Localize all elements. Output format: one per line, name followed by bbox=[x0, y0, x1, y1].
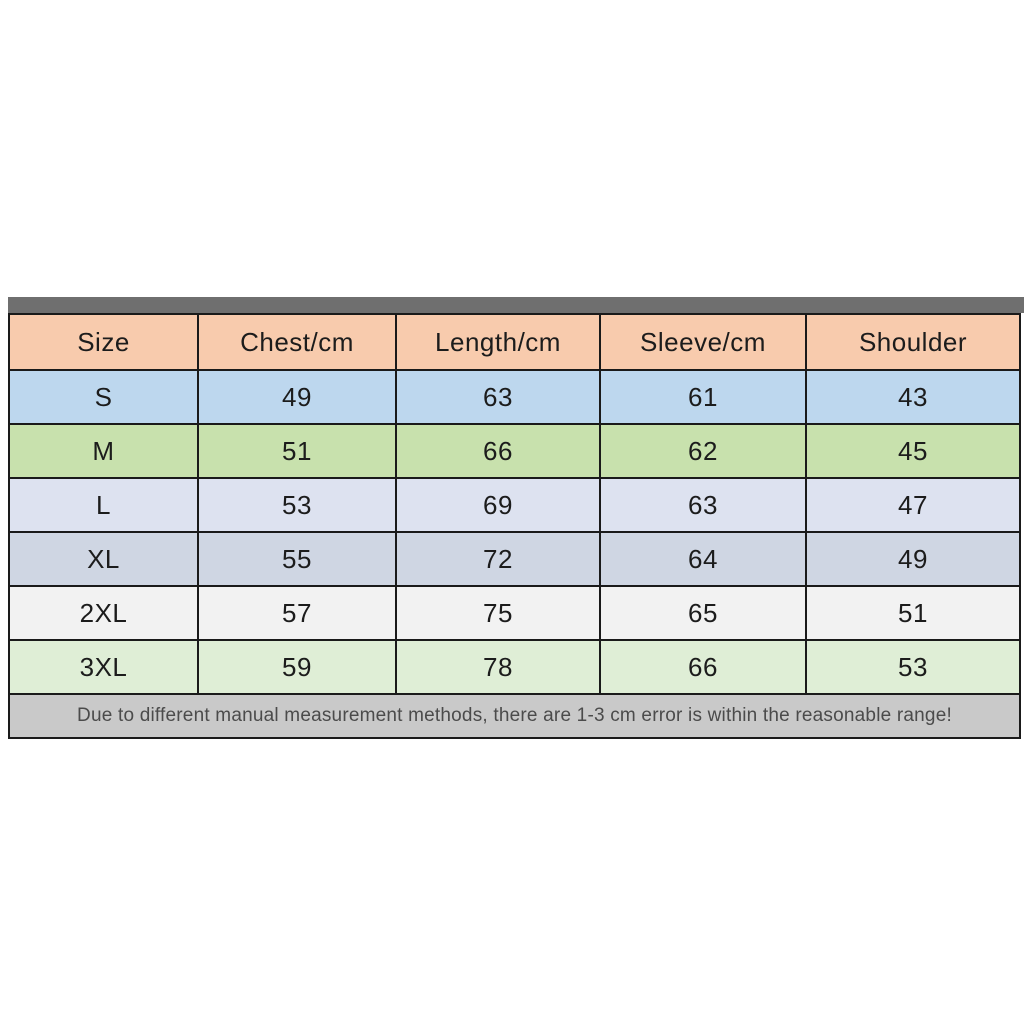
sleeve-cell: 61 bbox=[599, 369, 807, 425]
size-cell: S bbox=[8, 369, 199, 425]
length-cell: 72 bbox=[395, 531, 601, 587]
chest-cell: 55 bbox=[197, 531, 397, 587]
sleeve-cell: 63 bbox=[599, 477, 807, 533]
shoulder-cell: 53 bbox=[805, 639, 1021, 695]
sleeve-cell: 62 bbox=[599, 423, 807, 479]
shoulder-cell: 45 bbox=[805, 423, 1021, 479]
table-row-2xl: 2XL 57 75 65 51 bbox=[8, 585, 1021, 641]
length-cell: 75 bbox=[395, 585, 601, 641]
column-header-chest: Chest/cm bbox=[197, 313, 397, 371]
length-cell: 78 bbox=[395, 639, 601, 695]
size-cell: 3XL bbox=[8, 639, 199, 695]
size-cell: M bbox=[8, 423, 199, 479]
length-cell: 63 bbox=[395, 369, 601, 425]
chest-cell: 53 bbox=[197, 477, 397, 533]
top-divider-bar bbox=[8, 297, 1024, 313]
chest-cell: 49 bbox=[197, 369, 397, 425]
note-row: Due to different manual measurement meth… bbox=[8, 693, 1021, 739]
table-row-xl: XL 55 72 64 49 bbox=[8, 531, 1021, 587]
table-row-l: L 53 69 63 47 bbox=[8, 477, 1021, 533]
size-cell: XL bbox=[8, 531, 199, 587]
table-row-m: M 51 66 62 45 bbox=[8, 423, 1021, 479]
column-header-sleeve: Sleeve/cm bbox=[599, 313, 807, 371]
length-cell: 69 bbox=[395, 477, 601, 533]
shoulder-cell: 49 bbox=[805, 531, 1021, 587]
table-row-3xl: 3XL 59 78 66 53 bbox=[8, 639, 1021, 695]
column-header-length: Length/cm bbox=[395, 313, 601, 371]
header-row: Size Chest/cm Length/cm Sleeve/cm Should… bbox=[8, 313, 1021, 371]
column-header-size: Size bbox=[8, 313, 199, 371]
size-chart-table: Size Chest/cm Length/cm Sleeve/cm Should… bbox=[8, 313, 1021, 739]
shoulder-cell: 43 bbox=[805, 369, 1021, 425]
shoulder-cell: 47 bbox=[805, 477, 1021, 533]
chest-cell: 59 bbox=[197, 639, 397, 695]
sleeve-cell: 64 bbox=[599, 531, 807, 587]
column-header-shoulder: Shoulder bbox=[805, 313, 1021, 371]
length-cell: 66 bbox=[395, 423, 601, 479]
chest-cell: 51 bbox=[197, 423, 397, 479]
sleeve-cell: 66 bbox=[599, 639, 807, 695]
measurement-note: Due to different manual measurement meth… bbox=[8, 693, 1021, 739]
table-row-s: S 49 63 61 43 bbox=[8, 369, 1021, 425]
chest-cell: 57 bbox=[197, 585, 397, 641]
shoulder-cell: 51 bbox=[805, 585, 1021, 641]
sleeve-cell: 65 bbox=[599, 585, 807, 641]
size-cell: L bbox=[8, 477, 199, 533]
size-cell: 2XL bbox=[8, 585, 199, 641]
